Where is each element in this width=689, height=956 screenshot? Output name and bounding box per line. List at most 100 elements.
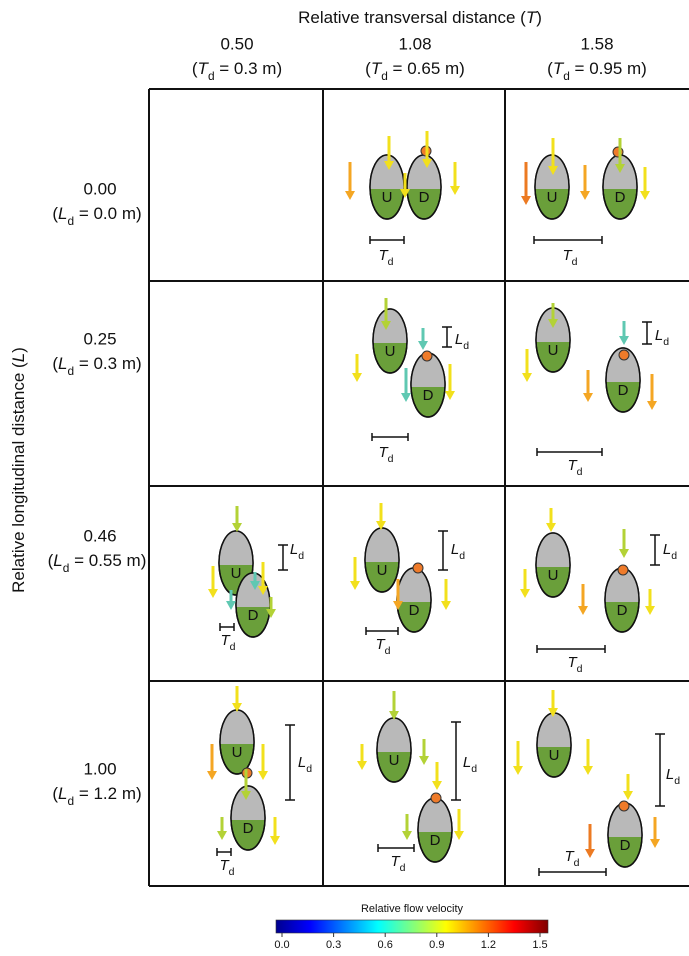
figure: Relative flow velocity Relative transver…: [0, 0, 689, 956]
body-cap: [377, 718, 411, 752]
flow-arrow-head: [432, 781, 442, 790]
cell-drawing: UD: [522, 303, 657, 456]
top-title-part: Relative transversal distance (: [298, 8, 526, 27]
column-value: 1.58: [580, 34, 613, 53]
flow-arrow-head: [418, 341, 428, 350]
td-label: Td: [375, 636, 390, 657]
top-title: Relative transversal distance (T): [298, 8, 542, 27]
row-detail-part: d: [63, 561, 70, 575]
body-label: U: [377, 562, 388, 579]
td-label: Td: [567, 457, 582, 478]
row-detail-part: L: [58, 784, 67, 803]
flow-arrow-head: [350, 581, 360, 590]
ld-label: Ld: [451, 541, 465, 562]
ld-label: Ld: [463, 754, 477, 775]
ld-label-part: d: [471, 763, 477, 775]
cell-drawing: UD: [345, 131, 460, 244]
flow-arrow-head: [640, 191, 650, 200]
colorbar-tick-label: 0.3: [326, 939, 341, 951]
cell-drawing: UD: [357, 691, 464, 862]
ld-label: Ld: [290, 541, 304, 562]
row-value: 1.00: [83, 759, 116, 778]
flow-arrow-head: [647, 401, 657, 410]
td-label-part: d: [229, 866, 235, 878]
ld-label-part: L: [463, 754, 471, 771]
td-label-part: d: [400, 862, 406, 874]
td-label: Td: [564, 848, 579, 869]
flow-arrow-head: [352, 373, 362, 382]
body-label: U: [548, 567, 559, 584]
td-label-part: d: [572, 256, 578, 268]
td-label-part: d: [574, 857, 580, 869]
flow-arrow-head: [401, 393, 411, 402]
colorbar-tick-label: 0.6: [378, 939, 393, 951]
body-label: D: [617, 602, 628, 619]
td-label: Td: [220, 632, 235, 653]
column-detail-part: d: [381, 69, 388, 83]
ld-label-part: L: [451, 541, 459, 558]
column-detail: (Td = 0.3 m): [192, 59, 282, 83]
body-label: D: [243, 820, 254, 837]
left-title-part: Relative longitudinal distance (: [9, 362, 28, 593]
body-label: U: [547, 189, 558, 206]
flow-arrow-head: [583, 766, 593, 775]
td-label-part: d: [388, 256, 394, 268]
body-label: D: [618, 382, 629, 399]
sensor-dot: [422, 351, 432, 361]
td-label: Td: [567, 654, 582, 675]
flow-arrow-head: [623, 791, 633, 800]
colorbar-tick-label: 1.2: [481, 939, 496, 951]
flow-arrow-head: [270, 836, 280, 845]
ld-label-part: L: [655, 327, 663, 344]
flow-arrow-head: [357, 761, 367, 770]
flow-arrow-head: [520, 589, 530, 598]
ld-label-part: d: [671, 550, 677, 562]
ld-label: Ld: [666, 766, 680, 787]
body-label: U: [231, 565, 242, 582]
td-label-part: d: [230, 641, 236, 653]
flow-arrow-head: [402, 831, 412, 840]
column-value: 0.50: [220, 34, 253, 53]
flow-arrow-head: [450, 186, 460, 195]
row-detail-part: d: [67, 214, 74, 228]
flow-arrow-head: [580, 191, 590, 200]
row-detail-part: = 0.0 m): [74, 204, 142, 223]
flow-arrow-head: [441, 601, 451, 610]
row-detail: (Ld = 0.55 m): [48, 551, 147, 575]
sensor-dot: [431, 793, 441, 803]
ld-label-part: d: [306, 763, 312, 775]
body-label: D: [423, 387, 434, 404]
column-detail-part: = 0.95 m): [570, 59, 647, 78]
ld-label-part: d: [459, 550, 465, 562]
row-detail: (Ld = 1.2 m): [52, 784, 141, 808]
cell-drawing: UD: [520, 508, 660, 653]
sensor-dot: [413, 563, 423, 573]
sensor-dot: [619, 350, 629, 360]
row-value: 0.00: [83, 179, 116, 198]
td-label: Td: [390, 853, 405, 874]
ld-label: Ld: [663, 541, 677, 562]
ld-label-part: L: [666, 766, 674, 783]
body-label: D: [430, 832, 441, 849]
column-detail-part: = 0.65 m): [388, 59, 465, 78]
flow-arrow-head: [207, 771, 217, 780]
ld-label-part: d: [298, 550, 304, 562]
body-label: U: [389, 752, 400, 769]
colorbar: [276, 920, 548, 933]
flow-arrow-head: [522, 373, 532, 382]
body-label: D: [248, 607, 259, 624]
body-cap: [370, 155, 404, 189]
row-detail-part: L: [58, 354, 67, 373]
flow-arrow-head: [619, 549, 629, 558]
column-detail: (Td = 0.65 m): [365, 59, 465, 83]
flow-arrow-head: [445, 391, 455, 400]
flow-arrow-head: [619, 336, 629, 345]
td-label: Td: [378, 444, 393, 465]
ld-label-part: d: [674, 775, 680, 787]
row-detail-part: L: [53, 551, 62, 570]
colorbar-tick-label: 0.0: [274, 939, 289, 951]
body-label: U: [549, 747, 560, 764]
body-label: D: [615, 189, 626, 206]
flow-arrow-head: [578, 606, 588, 615]
